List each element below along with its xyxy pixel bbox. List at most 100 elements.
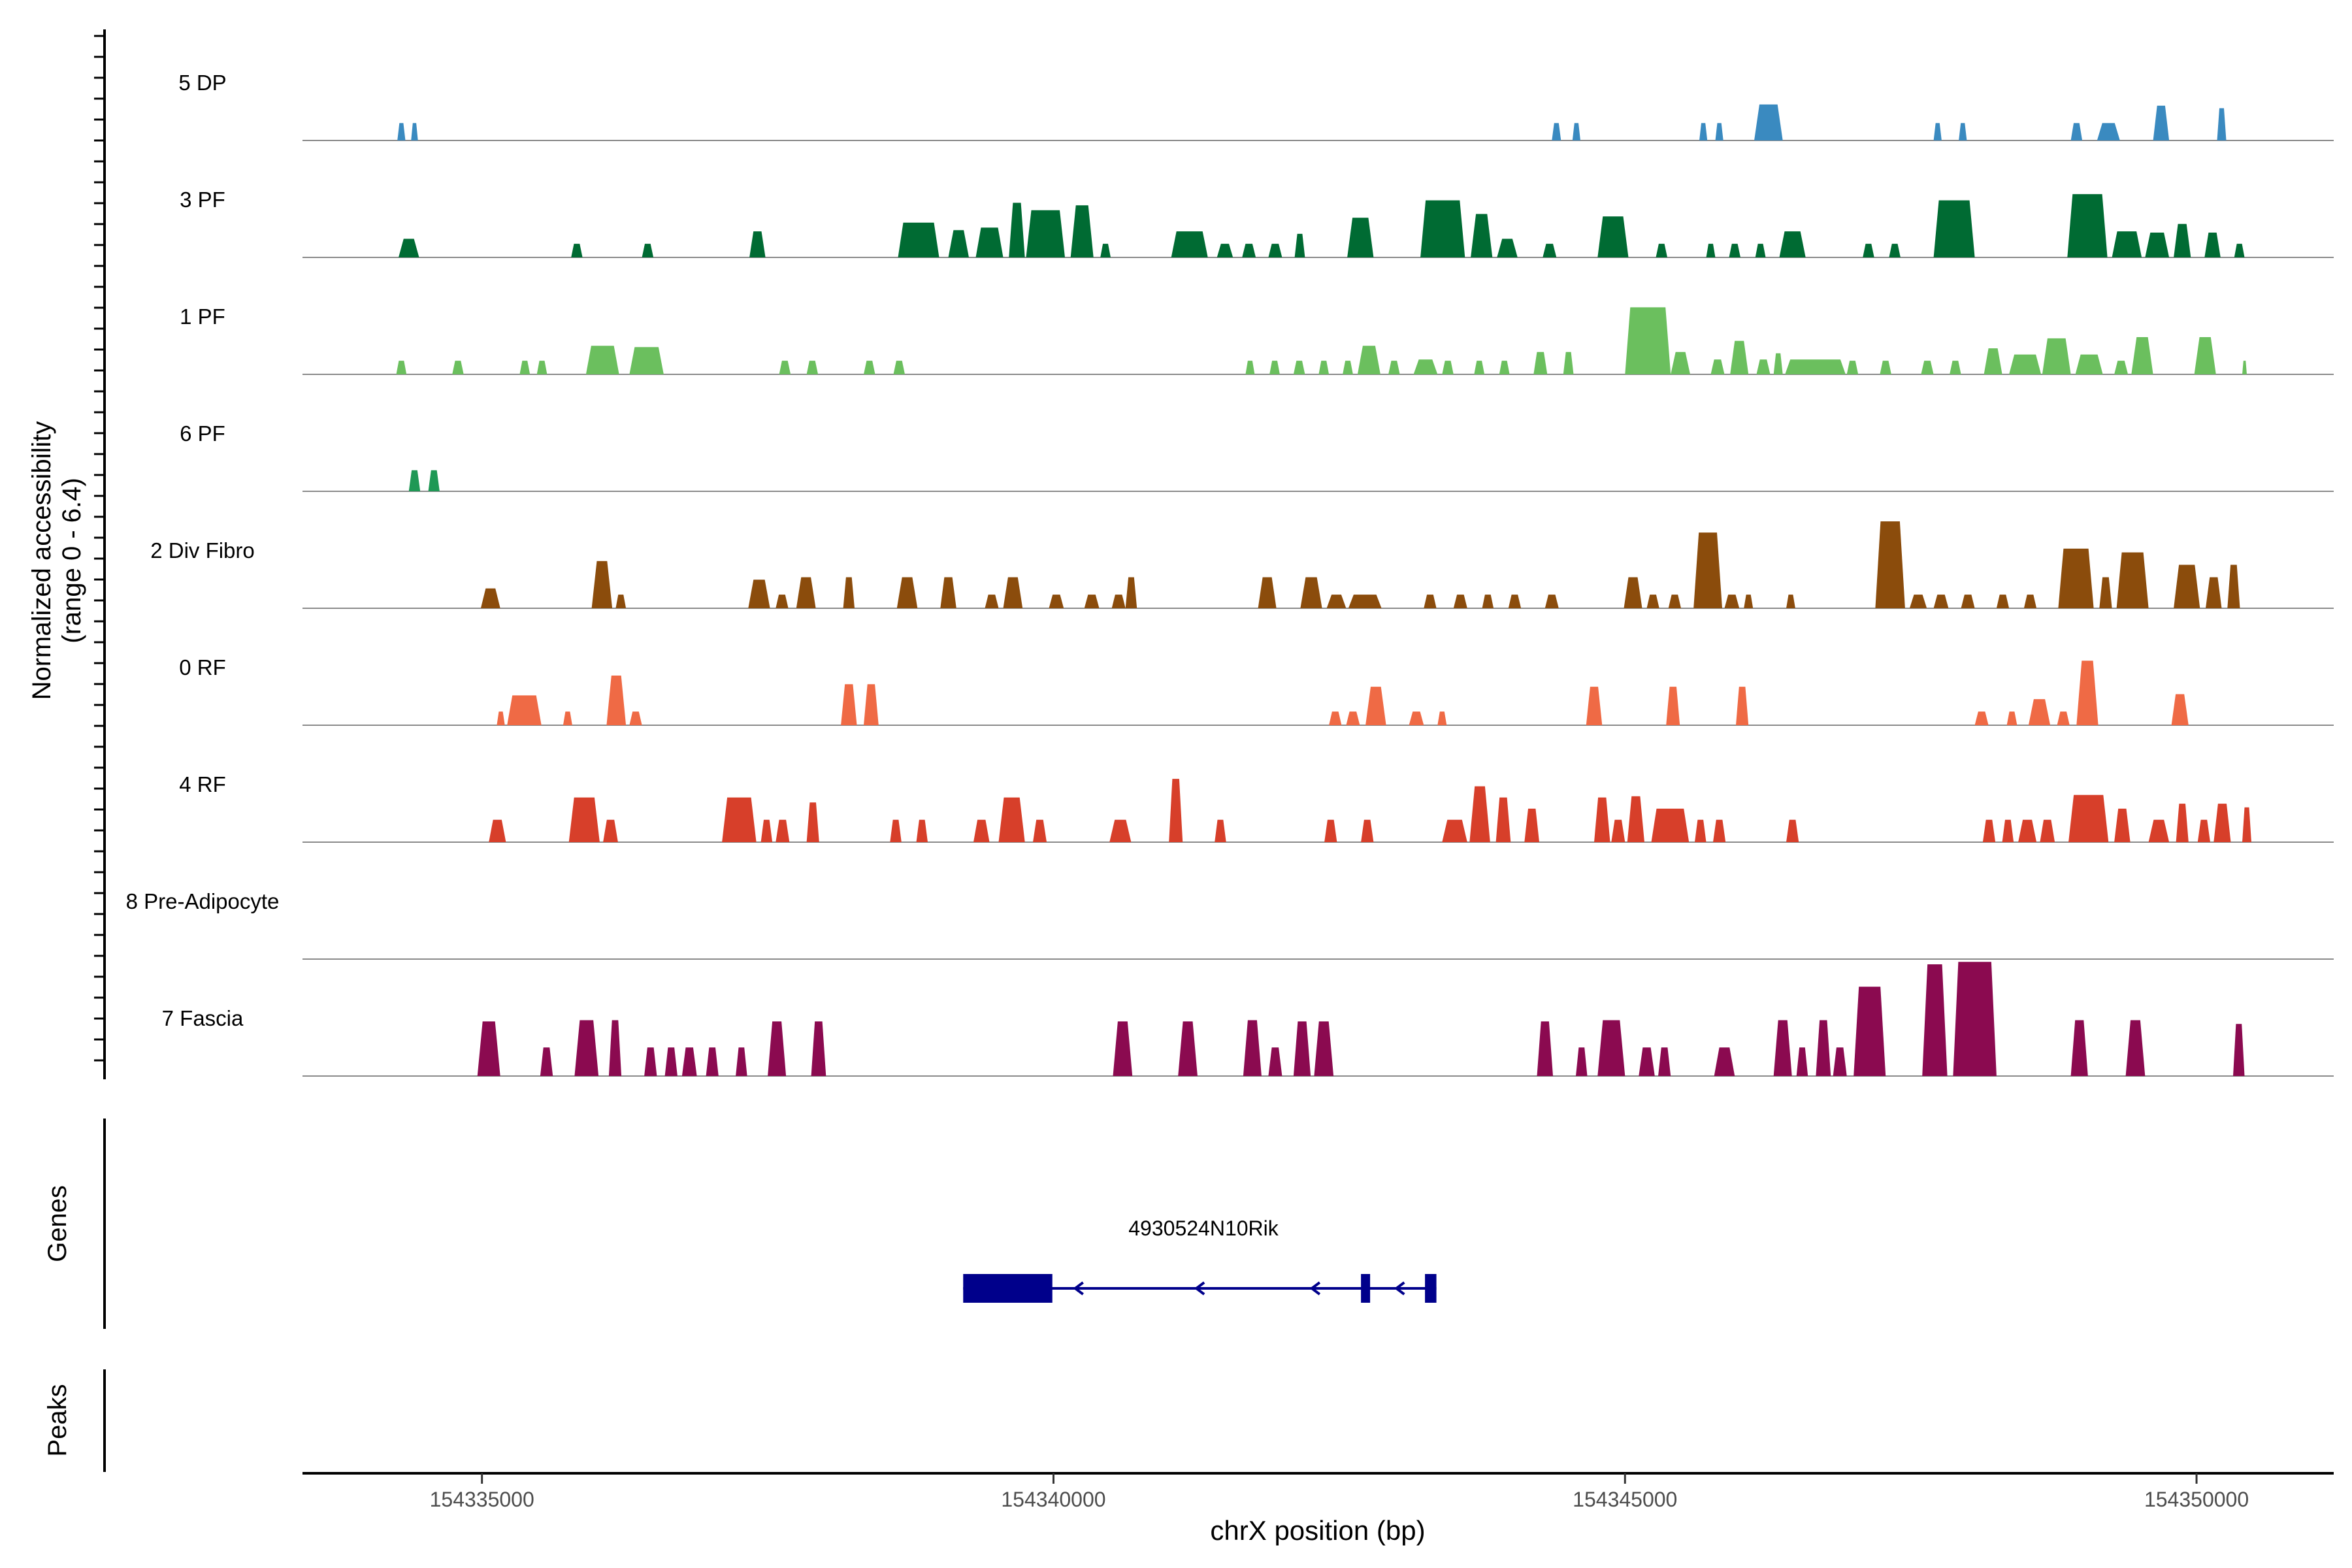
accessibility-peak [1658, 1047, 1671, 1076]
accessibility-peak [664, 1047, 678, 1076]
accessibility-peak [1482, 595, 1494, 608]
accessibility-peak [1268, 244, 1282, 257]
accessibility-peak [2006, 711, 2017, 725]
accessibility-peak [1300, 577, 1322, 608]
accessibility-peak [1656, 244, 1667, 257]
accessibility-peak [2174, 223, 2191, 257]
accessibility-peak [571, 244, 583, 257]
accessibility-peak [2114, 361, 2129, 374]
accessibility-peak [2176, 804, 2189, 842]
accessibility-peak [1773, 1020, 1792, 1076]
accessibility-peak [1586, 687, 1603, 725]
accessibility-peak [2242, 361, 2247, 374]
accessibility-peak [1324, 819, 1337, 842]
accessibility-peak [1552, 123, 1561, 140]
accessibility-peak [1724, 595, 1740, 608]
gene-model [963, 1274, 1437, 1303]
accessibility-peak [2131, 337, 2153, 374]
gene-exon [1361, 1274, 1371, 1303]
accessibility-peak [1786, 819, 1799, 842]
track-5-dp: 5 DP [178, 71, 2334, 141]
accessibility-peak [540, 1047, 553, 1076]
accessibility-peak [2197, 819, 2210, 842]
accessibility-peak [1217, 244, 1233, 257]
accessibility-peak [1730, 340, 1749, 374]
accessibility-peak [1125, 577, 1137, 608]
accessibility-peak [497, 711, 505, 725]
accessibility-peak [1243, 1020, 1262, 1076]
accessibility-peak [1268, 1047, 1282, 1076]
accessibility-peak [1594, 797, 1610, 842]
gene-name-label: 4930524N10Rik [1128, 1217, 1279, 1240]
accessibility-peak [749, 231, 766, 257]
coverage-tracks: 5 DP 3 PF 1 PF 6 PF 2 Div Fibro 0 RF 4 RF 8 Pre… [126, 71, 2334, 1077]
accessibility-peak [1365, 687, 1386, 725]
accessibility-peak [2042, 338, 2071, 374]
accessibility-peak [1933, 200, 1975, 257]
accessibility-peak [1576, 1047, 1588, 1076]
accessibility-peak [1754, 104, 1783, 140]
accessibility-peak [768, 1021, 787, 1076]
accessibility-peak [1269, 361, 1280, 374]
accessibility-peak [1974, 711, 1989, 725]
accessibility-peak [1693, 532, 1722, 608]
strand-arrow [1394, 1281, 1405, 1296]
accessibility-peak [1245, 361, 1255, 374]
accessibility-peak [1294, 233, 1305, 257]
accessibility-peak [1695, 819, 1707, 842]
x-tick-label: 154350000 [2144, 1488, 2249, 1511]
accessibility-peak [1959, 123, 1967, 140]
accessibility-peak [1409, 711, 1424, 725]
accessibility-peak [1474, 361, 1485, 374]
accessibility-peak [1736, 687, 1749, 725]
accessibility-peak [1625, 307, 1671, 374]
accessibility-peak [1171, 231, 1208, 257]
accessibility-peak [1953, 962, 1997, 1076]
accessibility-peak [608, 1020, 622, 1076]
accessibility-peak [1009, 203, 1025, 257]
accessibility-peak [629, 711, 642, 725]
accessibility-peak [1003, 577, 1023, 608]
accessibility-peak [411, 123, 418, 140]
accessibility-peak [2213, 804, 2231, 842]
gene-exon [1425, 1274, 1437, 1303]
accessibility-peak [806, 361, 819, 374]
accessibility-peak [706, 1047, 719, 1076]
track-label: 0 RF [179, 655, 226, 679]
accessibility-peak [397, 123, 406, 140]
accessibility-peak [898, 222, 939, 257]
accessibility-peak [1524, 808, 1539, 842]
accessibility-peak [1833, 1047, 1847, 1076]
accessibility-peak [2009, 354, 2042, 374]
accessibility-peak [1816, 1020, 1831, 1076]
accessibility-peak [1113, 1021, 1133, 1076]
track-label: 7 Fascia [162, 1006, 244, 1030]
track-label: 8 Pre-Adipocyte [126, 889, 280, 913]
accessibility-peak [574, 1020, 599, 1076]
x-tick-label: 154340000 [1001, 1488, 1105, 1511]
track-6-pf: 6 PF [180, 421, 2334, 492]
accessibility-peak [1070, 205, 1094, 257]
accessibility-peak [2002, 819, 2014, 842]
accessibility-peak [1785, 359, 1846, 374]
accessibility-peak [1875, 521, 1905, 608]
accessibility-peak [1729, 244, 1740, 257]
accessibility-peak [776, 595, 789, 608]
accessibility-peak [748, 580, 770, 608]
accessibility-peak [1563, 351, 1574, 374]
accessibility-peak [1714, 1047, 1735, 1076]
accessibility-peak [1329, 711, 1342, 725]
accessibility-peak [1854, 987, 1886, 1076]
accessibility-peak [1786, 595, 1795, 608]
accessibility-peak [948, 230, 969, 257]
accessibility-peak [1921, 361, 1934, 374]
accessibility-peak [1597, 216, 1629, 257]
accessibility-peak [2116, 552, 2149, 608]
accessibility-peak [1424, 595, 1437, 608]
accessibility-peak [722, 797, 757, 842]
accessibility-peak [1756, 359, 1771, 374]
accessibility-peak [1543, 244, 1557, 257]
accessibility-peak [1713, 819, 1726, 842]
accessibility-peak [2075, 354, 2103, 374]
accessibility-peak [1710, 359, 1725, 374]
